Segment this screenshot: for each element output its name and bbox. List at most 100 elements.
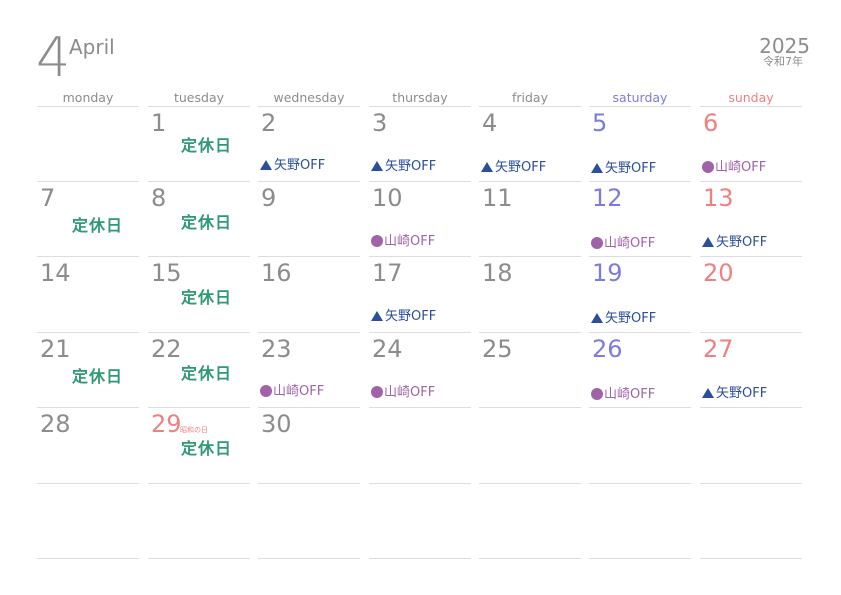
note-text: 山崎OFF (384, 234, 436, 249)
day-number[interactable]: 18 (482, 259, 513, 287)
weekday-wednesday: wednesday (273, 90, 345, 105)
yamazaki-off-note: 山崎OFF (260, 380, 324, 399)
yano-off-note: 矢野OFF (481, 156, 546, 175)
note-text: 矢野OFF (605, 161, 657, 176)
note-text: 矢野OFF (274, 158, 326, 173)
row-divider (369, 256, 471, 257)
row-divider (258, 332, 360, 333)
yano-off-note: 矢野OFF (591, 307, 656, 326)
row-divider (700, 106, 802, 107)
circle-icon (702, 161, 714, 173)
note-text: 矢野OFF (495, 160, 547, 175)
row-divider (589, 483, 691, 484)
day-number[interactable]: 28 (40, 410, 71, 438)
day-number[interactable]: 23 (261, 335, 292, 363)
day-number[interactable]: 21 (40, 335, 71, 363)
row-divider (700, 332, 802, 333)
note-text: 矢野OFF (605, 311, 657, 326)
day-number[interactable]: 12 (592, 184, 623, 212)
triangle-icon (481, 162, 493, 172)
row-divider (700, 256, 802, 257)
yano-off-note: 矢野OFF (702, 231, 767, 250)
row-divider (258, 106, 360, 107)
row-divider (148, 483, 250, 484)
closed-day-label: 定休日 (181, 288, 233, 307)
day-number[interactable]: 24 (372, 335, 403, 363)
triangle-icon (702, 388, 714, 398)
weekday-friday: friday (511, 90, 548, 105)
day-number[interactable]: 19 (592, 259, 623, 287)
row-divider (369, 106, 471, 107)
day-number[interactable]: 1 (151, 109, 167, 137)
row-divider (589, 407, 691, 408)
circle-icon (260, 385, 272, 397)
row-divider (700, 558, 802, 559)
row-divider (700, 483, 802, 484)
day-number[interactable]: 2 (261, 109, 277, 137)
row-divider (479, 332, 581, 333)
yano-off-note: 矢野OFF (371, 155, 436, 174)
day-number[interactable]: 22 (151, 335, 182, 363)
era-year: 令和7年 (763, 55, 803, 68)
circle-icon (591, 388, 603, 400)
day-number[interactable]: 17 (372, 259, 403, 287)
row-divider (479, 106, 581, 107)
closed-day-label: 定休日 (72, 367, 124, 386)
note-text: 山崎OFF (715, 160, 767, 175)
triangle-icon (702, 237, 714, 247)
year: 2025 (759, 34, 810, 58)
row-divider (37, 256, 139, 257)
day-number[interactable]: 9 (261, 184, 277, 212)
day-number[interactable]: 5 (592, 109, 608, 137)
row-divider (37, 483, 139, 484)
day-number[interactable]: 3 (372, 109, 388, 137)
day-number[interactable]: 10 (372, 184, 403, 212)
triangle-icon (591, 313, 603, 323)
row-divider (148, 106, 250, 107)
day-number[interactable]: 25 (482, 335, 513, 363)
day-number[interactable]: 15 (151, 259, 182, 287)
yamazaki-off-note: 山崎OFF (371, 230, 435, 249)
note-text: 山崎OFF (384, 385, 436, 400)
day-number[interactable]: 4 (482, 109, 498, 137)
row-divider (589, 181, 691, 182)
yamazaki-off-note: 山崎OFF (591, 232, 655, 251)
yano-off-note: 矢野OFF (702, 382, 767, 401)
row-divider (700, 181, 802, 182)
day-number[interactable]: 29 (151, 410, 182, 438)
day-number[interactable]: 30 (261, 410, 292, 438)
row-divider (37, 181, 139, 182)
closed-day-label: 定休日 (72, 216, 124, 235)
row-divider (148, 332, 250, 333)
row-divider (589, 332, 691, 333)
note-text: 矢野OFF (716, 386, 768, 401)
day-number[interactable]: 11 (482, 184, 513, 212)
day-number[interactable]: 6 (703, 109, 719, 137)
day-number[interactable]: 20 (703, 259, 734, 287)
day-number[interactable]: 13 (703, 184, 734, 212)
day-number[interactable]: 14 (40, 259, 71, 287)
day-number[interactable]: 27 (703, 335, 734, 363)
month-number: 4 (36, 26, 71, 89)
month-name: April (69, 35, 115, 59)
day-number[interactable]: 16 (261, 259, 292, 287)
weekday-thursday: thursday (392, 90, 448, 105)
row-divider (258, 558, 360, 559)
closed-day-label: 定休日 (181, 364, 233, 383)
row-divider (37, 407, 139, 408)
day-number[interactable]: 7 (40, 184, 56, 212)
circle-icon (591, 237, 603, 249)
row-divider (369, 407, 471, 408)
row-divider (37, 558, 139, 559)
row-divider (369, 181, 471, 182)
circle-icon (371, 235, 383, 247)
triangle-icon (371, 311, 383, 321)
row-divider (258, 407, 360, 408)
day-number[interactable]: 8 (151, 184, 167, 212)
day-number[interactable]: 26 (592, 335, 623, 363)
yamazaki-off-note: 山崎OFF (591, 383, 655, 402)
yano-off-note: 矢野OFF (371, 305, 436, 324)
row-divider (479, 558, 581, 559)
row-divider (37, 332, 139, 333)
triangle-icon (371, 161, 383, 171)
